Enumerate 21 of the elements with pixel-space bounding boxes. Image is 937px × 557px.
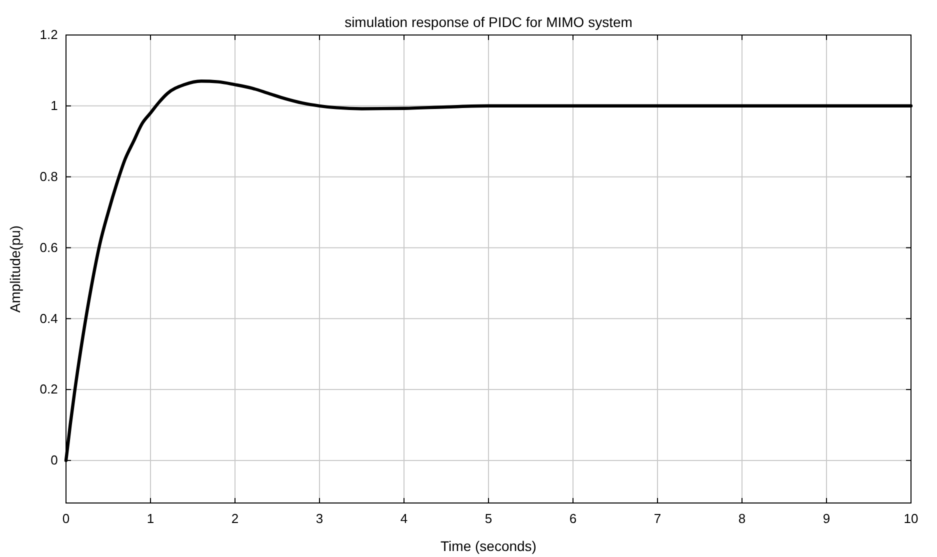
- x-tick-label: 3: [316, 510, 324, 526]
- y-tick-label: 0: [50, 452, 58, 468]
- y-tick-label: 0.6: [40, 240, 58, 255]
- x-axis-title: Time (seconds): [440, 538, 536, 554]
- x-tick-label: 4: [400, 510, 408, 526]
- x-tick-label: 5: [484, 510, 492, 526]
- y-tick-label: 1: [50, 98, 58, 114]
- chart-title: simulation response of PIDC for MIMO system: [344, 14, 632, 30]
- x-tick-label: 9: [822, 510, 830, 526]
- x-tick-label: 6: [569, 510, 577, 526]
- x-tick-label: 2: [231, 510, 239, 526]
- x-tick-label: 10: [904, 510, 918, 526]
- x-tick-label: 0: [62, 510, 70, 526]
- x-tick-label: 1: [146, 510, 154, 526]
- x-tick-label: 8: [738, 510, 746, 526]
- y-tick-label: 1.2: [40, 27, 58, 42]
- y-tick-label: 0.2: [40, 382, 58, 397]
- y-axis-title: Amplitude(pu): [7, 225, 23, 313]
- x-tick-label: 7: [654, 510, 662, 526]
- y-tick-label: 0.8: [40, 168, 58, 184]
- y-tick-label: 0.4: [40, 310, 58, 326]
